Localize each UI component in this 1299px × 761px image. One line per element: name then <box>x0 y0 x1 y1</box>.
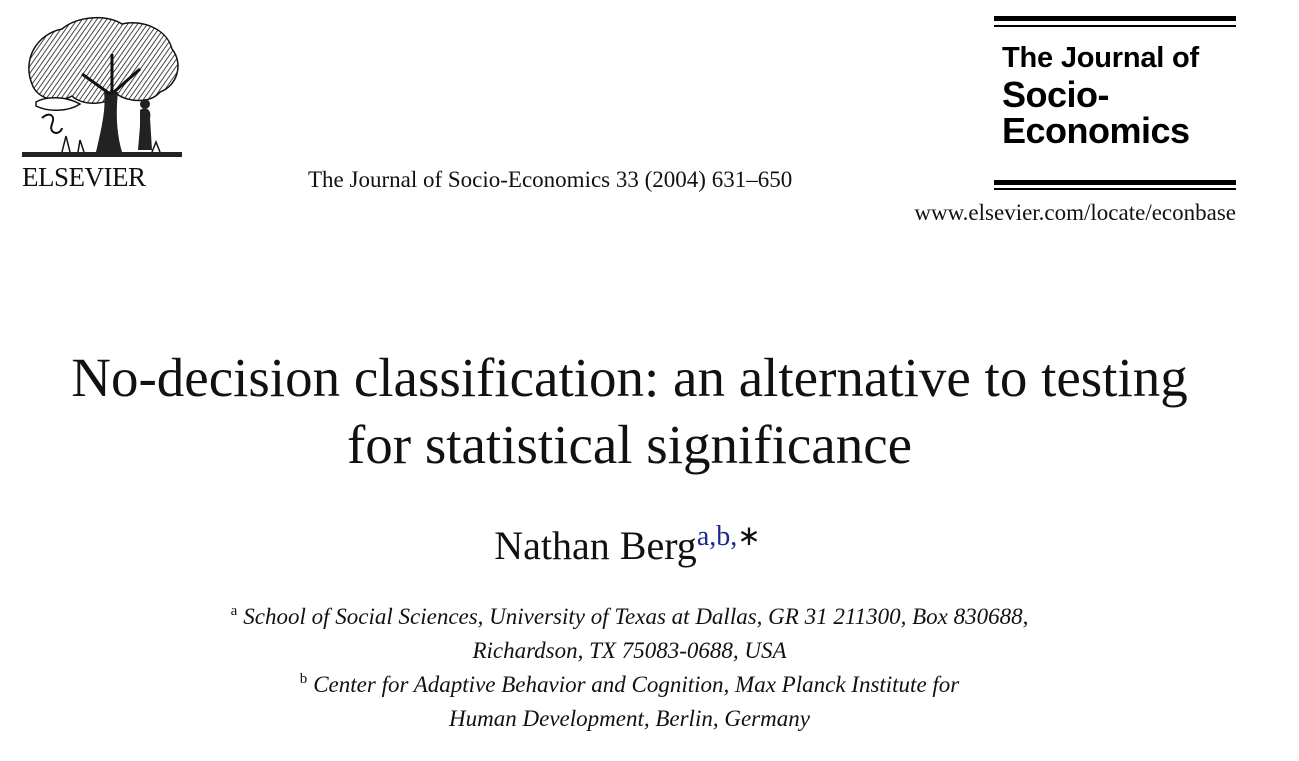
journal-url-link[interactable]: www.elsevier.com/locate/econbase <box>914 200 1236 225</box>
affiliation-b-marker: b <box>299 671 308 687</box>
paper-title: No-decision classification: an alternati… <box>0 344 1259 478</box>
superscript-separator: , <box>709 521 717 552</box>
affiliation-a-line2: Richardson, TX 75083-0688, USA <box>472 638 787 663</box>
affiliation-b-line2: Human Development, Berlin, Germany <box>449 706 810 731</box>
paper-title-line2: for statistical significance <box>346 414 913 475</box>
corresponding-author-link[interactable]: ∗ <box>737 521 761 552</box>
journal-logo-bottom-rule-thin <box>994 188 1236 190</box>
superscript-separator: , <box>730 521 738 552</box>
journal-logo-line2: Socio- <box>1002 74 1110 115</box>
affiliations: a School of Social Sciences, University o… <box>0 600 1259 736</box>
affiliation-a-marker: a <box>230 603 238 619</box>
paper-title-line1: No-decision classification: an alternati… <box>71 347 1188 408</box>
affiliation-a-link[interactable]: a <box>696 521 710 552</box>
publisher-name: ELSEVIER <box>22 162 146 192</box>
affiliation-a-line1: a School of Social Sciences, University o… <box>0 600 1259 634</box>
journal-logo-line3: Economics <box>1002 110 1190 151</box>
affiliation-b-link[interactable]: b <box>716 521 731 552</box>
journal-logo-top-rule-thin <box>994 25 1236 27</box>
journal-logo-top-rule <box>994 16 1236 21</box>
affiliation-a-text: School of Social Sciences, University of… <box>243 604 1029 629</box>
journal-logo-bottom-rule <box>994 180 1236 185</box>
author-superscripts: a,b,∗ <box>697 521 761 552</box>
journal-logo: The Journal of Socio- Economics <box>994 16 1236 192</box>
elsevier-tree-icon <box>22 16 182 157</box>
journal-logo-line1: The Journal of <box>1002 42 1199 74</box>
affiliation-b-line1: b Center for Adaptive Behavior and Cognit… <box>0 668 1259 702</box>
affiliation-b-text: Center for Adaptive Behavior and Cogniti… <box>313 672 960 697</box>
publisher-logo: ELSEVIER <box>22 14 182 196</box>
journal-citation: The Journal of Socio-Economics 33 (2004)… <box>308 167 793 192</box>
journal-logo-title: The Journal of Socio- Economics <box>1002 44 1199 149</box>
author-name: Nathan Berg <box>494 523 697 568</box>
author-line: Nathan Berga,b,∗ <box>0 520 1255 572</box>
